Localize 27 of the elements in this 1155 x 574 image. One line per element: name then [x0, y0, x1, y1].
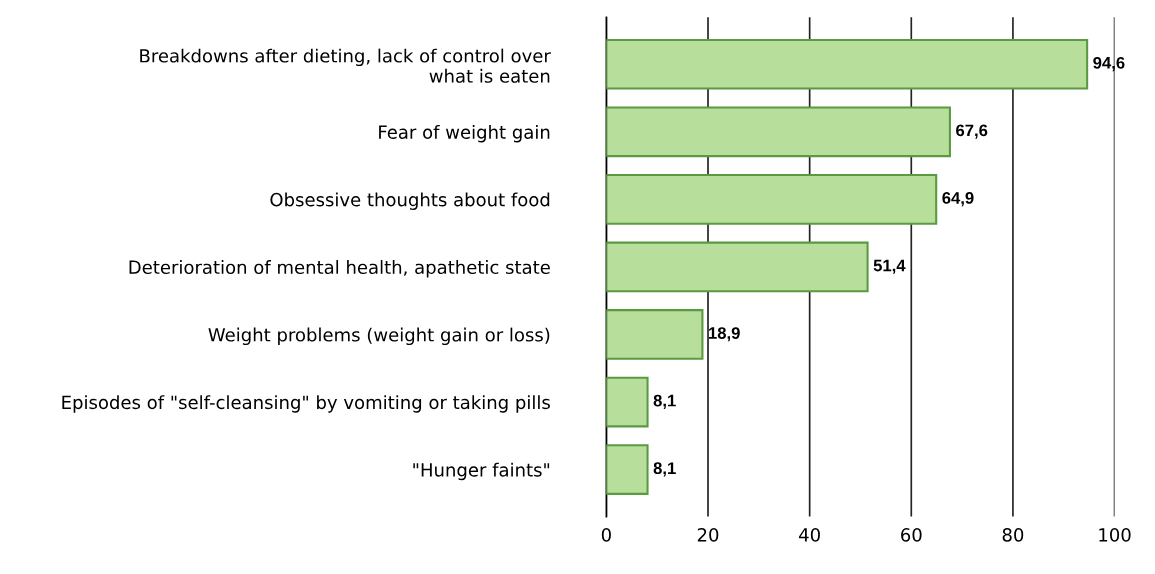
y-tick-label: Deterioration of mental health, apathetic state: [129, 260, 550, 278]
data-label: 18,9: [709, 327, 740, 342]
x-tick-label: 0: [601, 528, 611, 542]
y-tick-label: Weight problems (weight gain or loss): [208, 327, 550, 346]
y-tick-label: Breakdowns after dieting, lack of control over what is eaten: [140, 48, 551, 83]
bar: [606, 173, 938, 225]
y-tick-label: Fear of weight gain: [379, 124, 550, 143]
y-tick-label: Episodes of "self-cleansing" by vomiting or taking pills: [62, 395, 550, 413]
data-label: 67,6: [956, 124, 988, 139]
bar: [606, 309, 704, 360]
bar: [606, 376, 649, 428]
data-label: 64,9: [942, 192, 974, 207]
bar: [606, 241, 869, 293]
y-tick-label: "Hunger faints": [413, 462, 550, 481]
bar: [606, 106, 951, 158]
data-label: 8,1: [653, 394, 676, 409]
x-tick-label: 40: [799, 528, 820, 542]
x-tick-label: 100: [1099, 528, 1131, 542]
x-tick-label: 80: [1002, 528, 1024, 542]
data-label: 51,4: [873, 259, 906, 274]
x-tick-label: 20: [697, 528, 719, 542]
bar: [606, 38, 1089, 90]
x-tick-label: 60: [901, 528, 922, 542]
data-label: 8,1: [653, 462, 676, 477]
data-label: 94,6: [1093, 56, 1125, 72]
y-tick-label: Obsessive thoughts about food: [270, 192, 550, 210]
bar: [606, 444, 649, 495]
